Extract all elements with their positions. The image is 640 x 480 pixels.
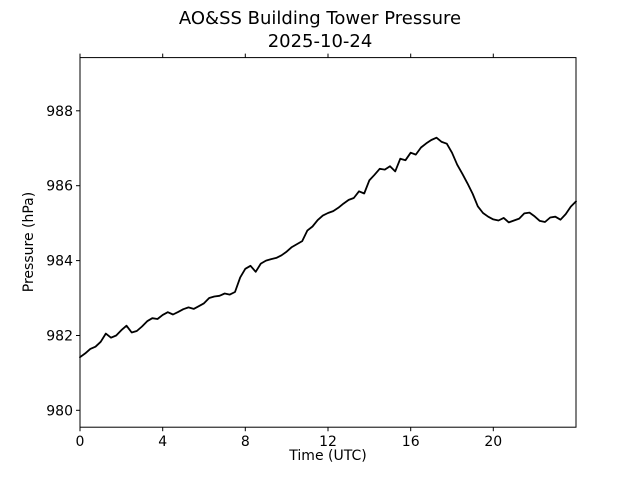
y-tick-label: 980 <box>46 403 73 419</box>
y-tick-label: 988 <box>46 104 73 120</box>
x-tick-label: 4 <box>158 434 167 450</box>
y-tick-label: 982 <box>46 329 73 345</box>
x-tick-label: 8 <box>241 434 250 450</box>
y-tick-label: 984 <box>46 254 73 270</box>
x-tick-label: 16 <box>402 434 420 450</box>
y-tick-label: 986 <box>46 179 73 195</box>
x-tick-label: 12 <box>319 434 337 450</box>
x-tick-label: 0 <box>76 434 85 450</box>
axes-frame <box>79 57 577 428</box>
x-tick-label: 20 <box>484 434 502 450</box>
x-axis-label: Time (UTC) <box>289 448 367 464</box>
chart-title: AO&SS Building Tower Pressure <box>178 8 462 29</box>
pressure-line <box>79 136 577 359</box>
y-axis-label: Pressure (hPa) <box>21 191 37 293</box>
chart-subtitle: 2025-10-24 <box>267 31 373 52</box>
chart-title-block: AO&SS Building Tower Pressure 2025-10-24 <box>0 7 640 53</box>
